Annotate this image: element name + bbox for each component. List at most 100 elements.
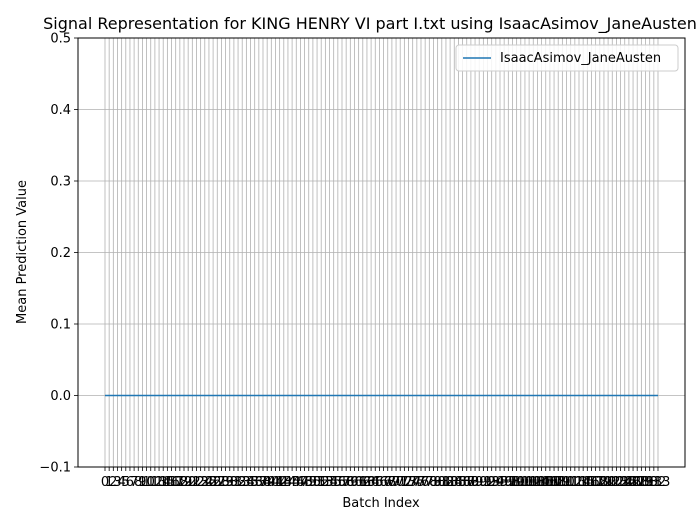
x-tick-label: 23 — [192, 475, 209, 490]
x-tick-label: 71 — [392, 475, 409, 490]
x-tick-label: 75 — [409, 475, 426, 490]
x-tick-label: 34 — [238, 475, 255, 490]
x-tick-label: 125 — [612, 475, 637, 490]
x-tick-label: 29 — [217, 475, 234, 490]
x-tick-label: 111 — [554, 475, 579, 490]
x-tick-label: 74 — [404, 475, 421, 490]
x-tick-label: 88 — [463, 475, 480, 490]
x-tick-label: 129 — [629, 475, 654, 490]
x-tick-label: 133 — [646, 475, 671, 490]
x-tick-label: 22 — [188, 475, 205, 490]
x-tick-label: 65 — [367, 475, 384, 490]
x-axis-ticks: 0123456789101112131415161718192021222324… — [101, 467, 671, 490]
x-tick-label: 114 — [567, 475, 592, 490]
x-tick-label: 40 — [263, 475, 280, 490]
x-tick-label: 11 — [142, 475, 159, 490]
x-tick-label: 21 — [184, 475, 201, 490]
x-tick-label: 35 — [242, 475, 259, 490]
x-tick-label: 45 — [284, 475, 301, 490]
x-tick-label: 57 — [334, 475, 351, 490]
x-tick-label: 80 — [429, 475, 446, 490]
x-tick-label: 87 — [458, 475, 475, 490]
x-tick-label: 100 — [508, 475, 533, 490]
x-axis-label: Batch Index — [342, 496, 420, 511]
x-tick-label: 118 — [583, 475, 608, 490]
x-tick-label: 128 — [625, 475, 650, 490]
x-tick-label: 76 — [413, 475, 430, 490]
x-tick-label: 82 — [438, 475, 455, 490]
x-tick-label: 85 — [450, 475, 467, 490]
y-tick-label: 0.2 — [50, 246, 71, 261]
x-tick-label: 91 — [475, 475, 492, 490]
x-tick-label: 6 — [126, 475, 134, 490]
y-tick-label: 0.1 — [50, 318, 71, 333]
x-tick-label: 54 — [321, 475, 338, 490]
x-tick-label: 84 — [446, 475, 463, 490]
x-tick-label: 44 — [280, 475, 297, 490]
x-tick-label: 12 — [147, 475, 164, 490]
x-tick-label: 41 — [267, 475, 284, 490]
x-tick-label: 102 — [517, 475, 542, 490]
x-tick-label: 72 — [396, 475, 413, 490]
x-tick-label: 2 — [109, 475, 117, 490]
x-tick-label: 95 — [492, 475, 509, 490]
x-tick-label: 107 — [537, 475, 562, 490]
x-tick-label: 69 — [384, 475, 401, 490]
x-tick-label: 83 — [442, 475, 459, 490]
x-tick-label: 3 — [113, 475, 121, 490]
y-axis-ticks: −0.1 0.0 0.1 0.2 0.3 0.4 0.5 — [39, 32, 78, 476]
x-tick-label: 98 — [504, 475, 521, 490]
x-tick-label: 61 — [350, 475, 367, 490]
y-tick-label: 0.5 — [50, 32, 71, 47]
x-tick-label: 124 — [608, 475, 633, 490]
x-tick-label: 13 — [151, 475, 168, 490]
x-tick-label: 67 — [375, 475, 392, 490]
x-tick-label: 24 — [197, 475, 214, 490]
x-tick-label: 8 — [134, 475, 142, 490]
chart-title: Signal Representation for KING HENRY VI … — [43, 14, 697, 34]
x-tick-label: 120 — [592, 475, 617, 490]
x-tick-label: 59 — [342, 475, 359, 490]
x-tick-label: 68 — [379, 475, 396, 490]
x-tick-label: 25 — [201, 475, 218, 490]
x-tick-label: 103 — [521, 475, 546, 490]
x-tick-label: 105 — [529, 475, 554, 490]
y-tick-label: 0.3 — [50, 175, 71, 190]
x-tick-label: 131 — [637, 475, 662, 490]
x-tick-label: 92 — [479, 475, 496, 490]
x-tick-label: 101 — [513, 475, 538, 490]
x-tick-label: 86 — [454, 475, 471, 490]
x-tick-label: 93 — [483, 475, 500, 490]
x-tick-label: 27 — [209, 475, 226, 490]
x-tick-label: 123 — [604, 475, 629, 490]
x-tick-label: 53 — [317, 475, 334, 490]
x-tick-label: 109 — [546, 475, 571, 490]
x-tick-label: 79 — [425, 475, 442, 490]
x-tick-label: 127 — [621, 475, 646, 490]
x-tick-label: 0 — [101, 475, 109, 490]
x-tick-label: 104 — [525, 475, 550, 490]
x-tick-label: 33 — [234, 475, 251, 490]
x-tick-label: 112 — [558, 475, 583, 490]
x-tick-label: 37 — [251, 475, 268, 490]
x-tick-label: 30 — [221, 475, 238, 490]
x-tick-label: 36 — [246, 475, 263, 490]
x-tick-label: 58 — [338, 475, 355, 490]
y-tick-label: −0.1 — [39, 461, 71, 476]
x-tick-label: 46 — [288, 475, 305, 490]
x-tick-label: 60 — [346, 475, 363, 490]
y-gridlines — [78, 37, 685, 468]
x-tick-label: 90 — [471, 475, 488, 490]
x-tick-label: 15 — [159, 475, 176, 490]
x-tick-label: 5 — [122, 475, 130, 490]
x-tick-label: 73 — [400, 475, 417, 490]
x-tick-label: 106 — [533, 475, 558, 490]
x-tick-label: 14 — [155, 475, 172, 490]
x-tick-label: 47 — [292, 475, 309, 490]
x-tick-label: 89 — [467, 475, 484, 490]
x-tick-label: 77 — [417, 475, 434, 490]
x-tick-label: 19 — [176, 475, 193, 490]
x-tick-label: 20 — [180, 475, 197, 490]
x-tick-label: 52 — [313, 475, 330, 490]
x-tick-label: 55 — [325, 475, 342, 490]
